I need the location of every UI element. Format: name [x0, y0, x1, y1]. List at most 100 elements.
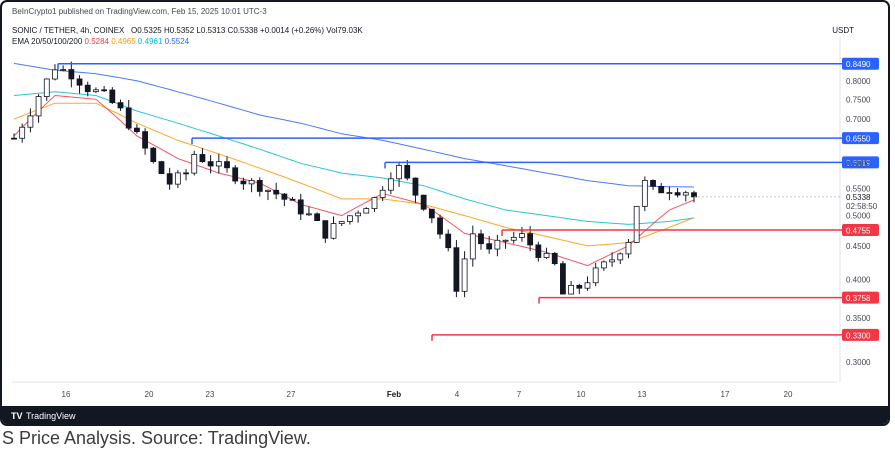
candle-down [551, 252, 558, 265]
candle-up [265, 189, 271, 192]
candle-up [338, 221, 345, 224]
candle-down [240, 180, 247, 185]
candle-down [101, 89, 108, 92]
ohlc-values: O0.5325 H0.5352 L0.5313 C0.5338 +0.0014 … [131, 26, 363, 35]
x-tick-label: Feb [387, 390, 401, 399]
candle-down [68, 69, 75, 80]
y-tick-label: 0.3000 [846, 358, 871, 367]
candle-up [35, 96, 42, 117]
tradingview-brand: TradingView [26, 411, 76, 421]
ema20-line [13, 94, 695, 267]
level-label: 0.8490 [846, 60, 871, 69]
candle-down [486, 243, 493, 250]
candle-down [11, 137, 17, 140]
candle-down [535, 244, 542, 258]
candle-up [494, 239, 501, 250]
x-tick-label: 16 [62, 390, 71, 399]
candle-down [420, 194, 427, 210]
x-tick-label: 4 [455, 390, 460, 399]
candle-down [289, 198, 296, 201]
ema200-line [13, 62, 695, 188]
candle-up [60, 69, 67, 71]
candle-up [682, 192, 689, 196]
candle-down [437, 217, 443, 235]
y-tick-label: 0.4500 [846, 242, 871, 251]
publisher-line: BeInCrypto1 published on TradingView.com… [12, 7, 267, 16]
candle-up [396, 165, 402, 180]
candle-up [633, 205, 640, 243]
candle-down [576, 285, 583, 289]
candle-down [158, 161, 165, 175]
y-tick-label: 0.4000 [846, 276, 871, 285]
candle-up [330, 223, 337, 239]
level-label: 0.6550 [846, 135, 871, 144]
candle-up [461, 258, 468, 292]
candle-up [469, 233, 476, 260]
y-tick-label: 0.6000 [846, 159, 871, 168]
ema200-value: 0.5524 [164, 37, 190, 46]
candle-down [207, 161, 214, 167]
candle-up [625, 242, 632, 255]
candle-down [125, 107, 132, 129]
y-tick-label: 0.7500 [846, 95, 871, 104]
candle-up [347, 215, 353, 222]
x-tick-label: 20 [784, 390, 793, 399]
y-tick-label: 0.8000 [846, 77, 871, 86]
candle-up [510, 236, 517, 241]
level-label: 0.3758 [846, 294, 871, 303]
x-tick-label: 17 [721, 390, 730, 399]
candle-down [224, 161, 230, 169]
candle-down [445, 233, 452, 249]
candle-up [379, 189, 386, 198]
ema20-value: 0.5284 [84, 37, 109, 46]
ema-label: EMA 20/50/100/200 [12, 37, 83, 46]
candle-down [109, 89, 116, 104]
y-tick-label: 0.3500 [846, 314, 871, 323]
candle-down [658, 185, 665, 194]
price-chart[interactable]: 0.8490 0.6550 0.6019 0.4755 0.3758 0.3300 0.53… [2, 2, 888, 404]
candle-up [27, 115, 34, 128]
candle-up [568, 285, 575, 295]
candle-down [527, 233, 534, 246]
ema-legend: EMA 20/50/100/200 0.5284 0.4965 0.4961 0… [12, 37, 189, 46]
candle-up [355, 212, 361, 217]
tradingview-footer: TV TradingView [2, 406, 888, 424]
y-tick-label: 0.7000 [846, 115, 871, 124]
x-tick-label: 7 [517, 390, 522, 399]
ema50-value: 0.4965 [111, 37, 136, 46]
candle-down [273, 189, 280, 195]
level-label-bg [842, 291, 879, 304]
candle-down [560, 263, 566, 295]
candle-down [76, 78, 83, 86]
candle-down [404, 165, 411, 179]
current-price-label: 0.5338 [846, 193, 871, 202]
candle-down [166, 173, 173, 185]
y-tick-label: 0.5000 [846, 212, 871, 221]
candle-down [478, 233, 484, 245]
candle-up [363, 208, 370, 214]
candle-up [306, 213, 312, 216]
tradingview-logo-icon: TV [11, 411, 23, 421]
candle-up [371, 197, 378, 209]
candle-up [93, 89, 99, 93]
chart-frame: BeInCrypto1 published on TradingView.com… [0, 0, 890, 426]
candle-up [215, 161, 222, 167]
candle-down [428, 208, 435, 219]
level-label-bg [842, 132, 879, 145]
x-tick-label: 27 [287, 390, 296, 399]
ema100-value: 0.4961 [137, 37, 163, 46]
candle-down [412, 177, 419, 196]
level-label-bg [842, 57, 879, 70]
candle-down [322, 220, 329, 239]
candle-up [19, 126, 26, 139]
x-tick-label: 23 [206, 390, 215, 399]
candle-up [617, 253, 624, 261]
x-tick-label: 10 [577, 390, 586, 399]
candle-up [600, 261, 607, 269]
image-caption: S Price Analysis. Source: TradingView. [2, 428, 311, 448]
candle-down [142, 131, 148, 149]
symbol-label: SONIC / TETHER, 4h, COINEX [12, 26, 125, 35]
level-label-bg [842, 328, 879, 341]
price-unit: USDT [832, 26, 854, 35]
candle-up [502, 239, 509, 242]
